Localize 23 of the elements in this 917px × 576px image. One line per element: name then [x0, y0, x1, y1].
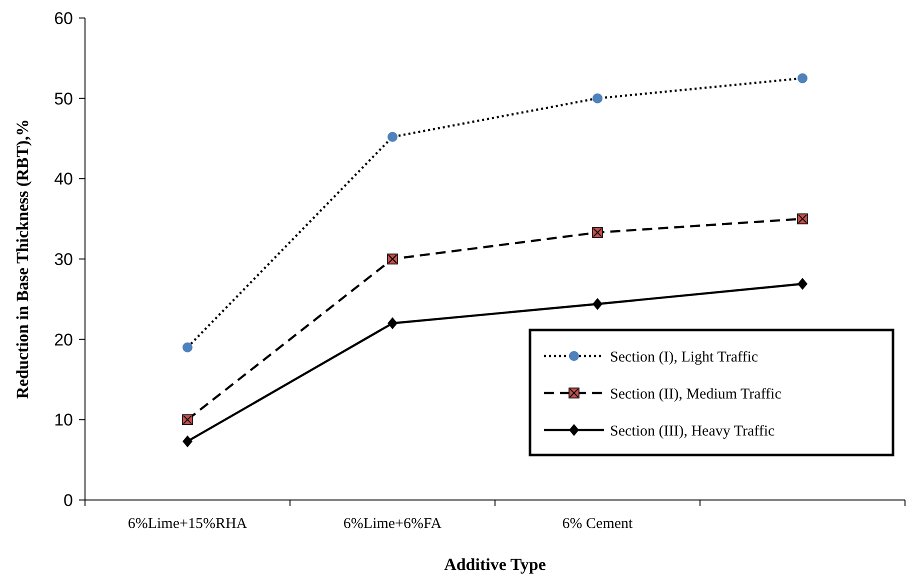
point — [182, 342, 192, 352]
point — [388, 317, 398, 330]
x-tick-label: 6%Lime+15%RHA — [128, 516, 248, 532]
y-axis-title: Reduction in Base Thickness (RBT),% — [13, 119, 32, 399]
y-tick-label: 0 — [64, 490, 73, 510]
point — [798, 73, 808, 84]
x-axis-title: Additive Type — [444, 555, 546, 574]
x-tick-label: 6%Lime+6%FA — [343, 516, 442, 532]
y-tick-label: 20 — [54, 330, 73, 350]
y-tick-label: 30 — [54, 250, 73, 269]
legend-label: Section (III), Heavy Traffic — [610, 423, 776, 440]
point — [798, 278, 808, 290]
y-tick-label: 40 — [54, 170, 73, 189]
point — [388, 132, 398, 142]
point — [592, 298, 602, 310]
legend-label: Section (II), Medium Traffic — [610, 386, 782, 402]
point — [182, 435, 192, 448]
x-tick-label: 6% Cement — [562, 516, 634, 532]
legend-label: Section (I), Light Traffic — [610, 349, 758, 366]
y-tick-label: 10 — [54, 410, 73, 430]
y-tick-label: 60 — [54, 8, 73, 28]
point — [592, 93, 602, 104]
y-tick-label: 50 — [54, 89, 73, 108]
